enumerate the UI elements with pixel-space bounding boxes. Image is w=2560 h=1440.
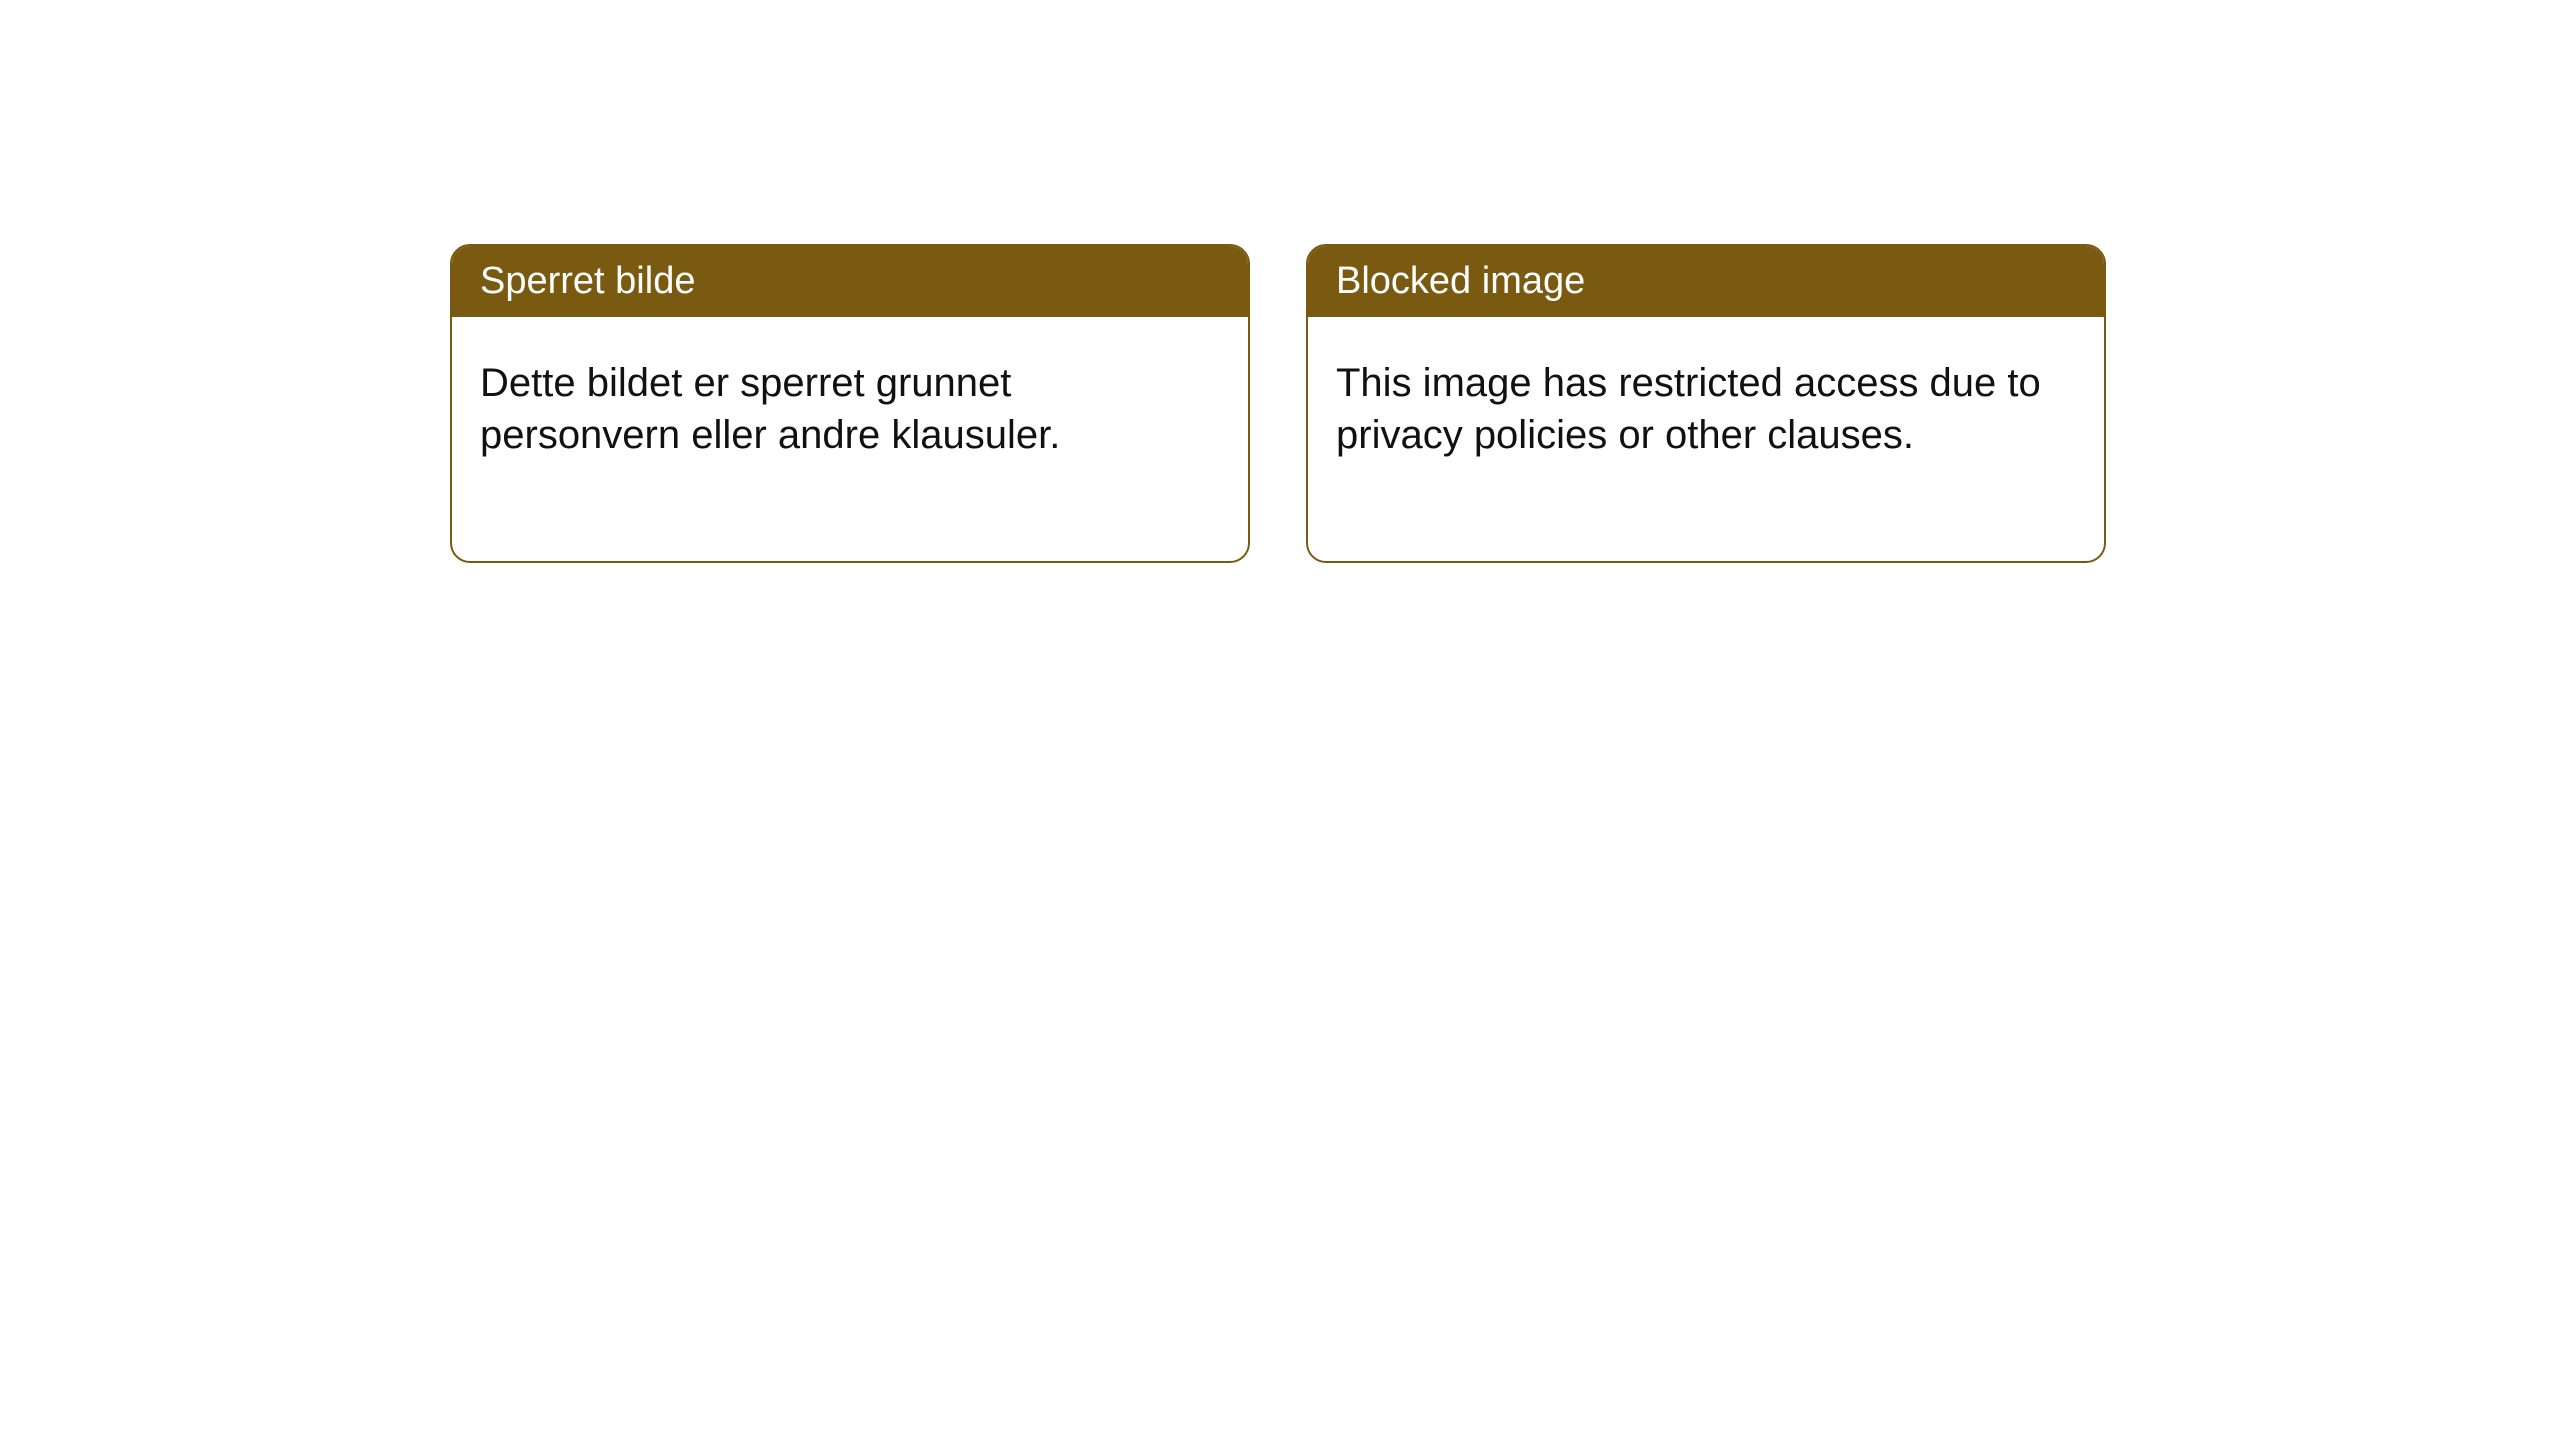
card-header: Sperret bilde: [452, 246, 1248, 317]
notice-card-container: Sperret bilde Dette bildet er sperret gr…: [450, 244, 2560, 563]
card-title: Sperret bilde: [480, 260, 695, 302]
card-body: This image has restricted access due to …: [1308, 317, 2104, 561]
card-body-text: Dette bildet er sperret grunnet personve…: [480, 361, 1060, 457]
card-body: Dette bildet er sperret grunnet personve…: [452, 317, 1248, 561]
card-title: Blocked image: [1336, 260, 1585, 302]
notice-card-english: Blocked image This image has restricted …: [1306, 244, 2106, 563]
notice-card-norwegian: Sperret bilde Dette bildet er sperret gr…: [450, 244, 1250, 563]
card-body-text: This image has restricted access due to …: [1336, 361, 2041, 457]
card-header: Blocked image: [1308, 246, 2104, 317]
